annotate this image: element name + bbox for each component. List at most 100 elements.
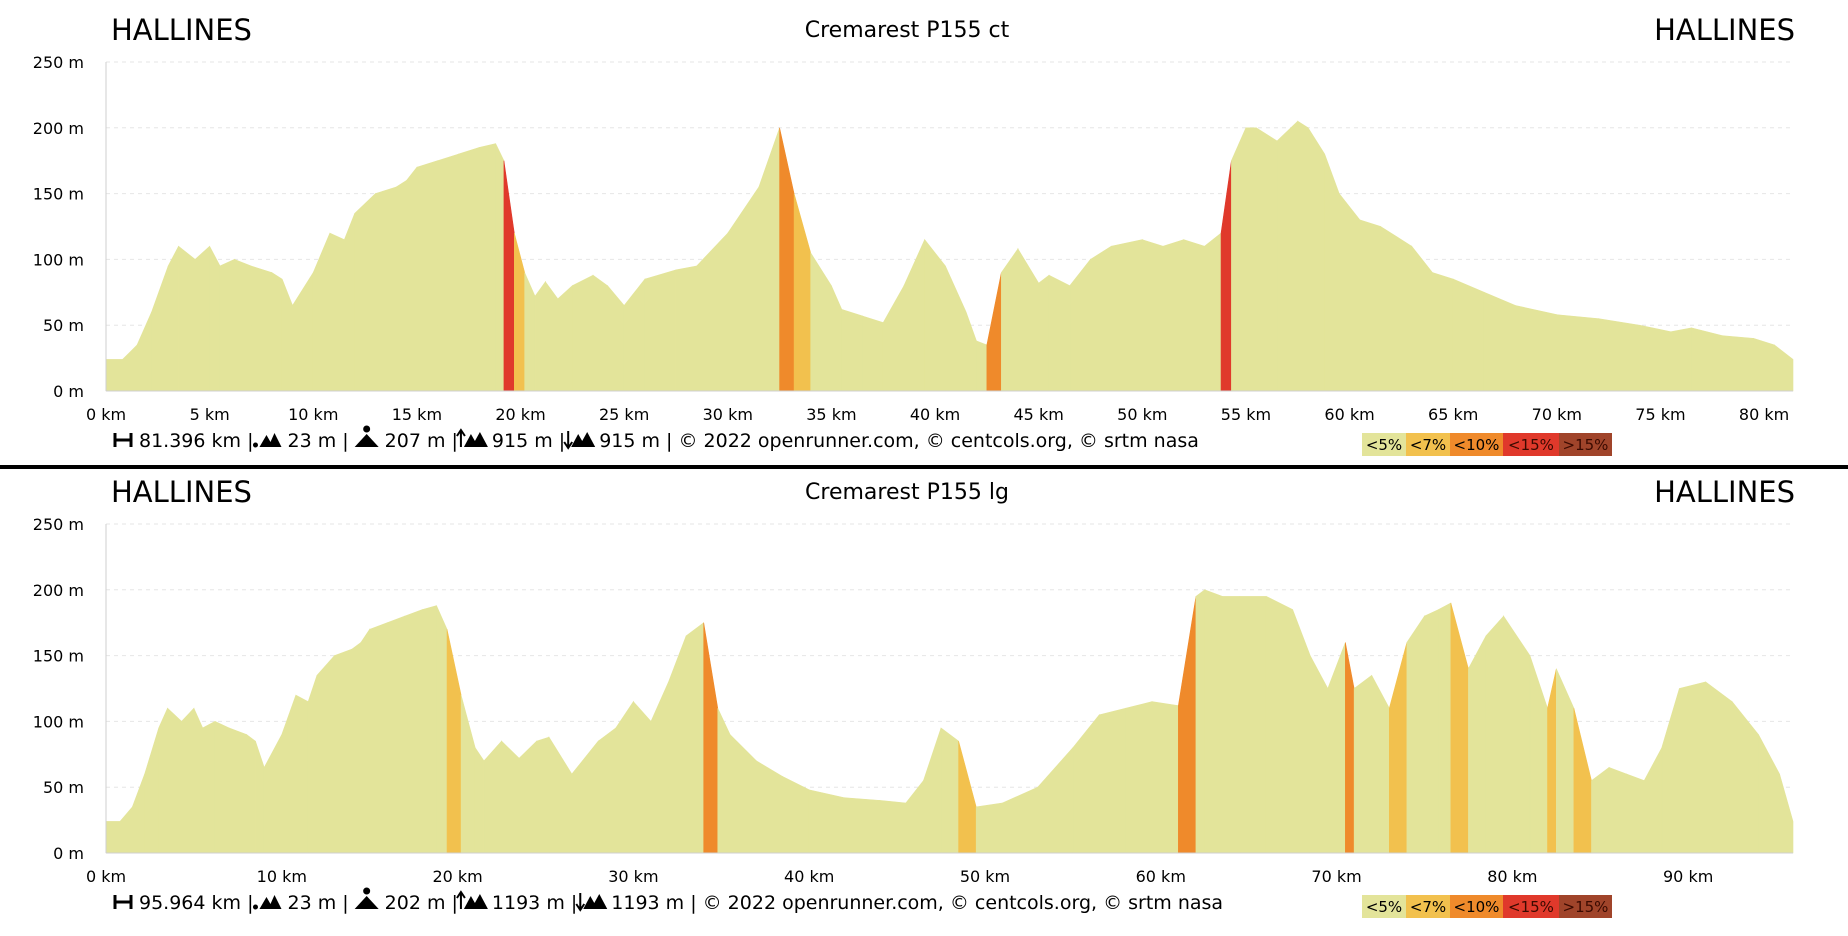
profile-segment (1389, 642, 1408, 854)
max-altitude-icon (354, 425, 379, 447)
legend-label: <7% (1410, 898, 1446, 916)
profile-segment (119, 806, 133, 854)
profile-segment (717, 708, 731, 854)
profile-segment (1017, 247, 1039, 392)
profile-segment (607, 284, 625, 392)
profile-segment (756, 760, 784, 854)
profile-segment (958, 741, 977, 854)
y-tick-label: 150 m (33, 185, 84, 204)
profile-segment (1485, 615, 1504, 854)
profile-segment (234, 258, 252, 392)
x-tick-label: 90 km (1663, 867, 1713, 886)
stat-descent-credits: 915 m | © 2022 openrunner.com, © centcol… (599, 430, 1199, 452)
ascent-icon (456, 428, 488, 447)
legend-swatch (1450, 433, 1503, 456)
profile-segment (167, 246, 179, 392)
profile-segment (437, 153, 459, 392)
profile-segment (615, 700, 634, 854)
profile-segment (1204, 232, 1222, 392)
profile-segment (281, 279, 293, 392)
profile-segment (281, 694, 297, 854)
min-dot (252, 904, 258, 910)
max-dot (363, 887, 371, 895)
profile-segment (831, 285, 843, 392)
profile-segment (571, 740, 599, 854)
profile-segment (1090, 245, 1112, 392)
profile-segment (729, 733, 757, 854)
profile-segment (1432, 272, 1454, 392)
profile-segment (1141, 239, 1164, 392)
profile-segment (536, 736, 550, 854)
x-tick-label: 50 km (960, 867, 1010, 886)
x-tick-label: 60 km (1136, 867, 1186, 886)
profile-segment (545, 280, 559, 392)
profile-segment (1452, 278, 1485, 392)
legend-swatch (1559, 895, 1612, 918)
legend-swatch (1503, 433, 1559, 456)
ascent-mountain (463, 432, 488, 447)
profile-segment (1220, 160, 1232, 392)
profile-segment (202, 720, 216, 854)
profile-segment (1151, 701, 1179, 854)
profile-segment (1515, 305, 1558, 392)
profile-segment (1324, 154, 1340, 392)
x-tick-label: 40 km (784, 867, 834, 886)
legend-label: >15% (1563, 436, 1609, 454)
profile-segment (758, 127, 780, 392)
max-mountain (354, 434, 379, 447)
profile-segment (483, 740, 502, 854)
profile-segment (518, 740, 537, 854)
y-tick-label: 200 m (33, 581, 84, 600)
x-tick-label: 30 km (608, 867, 658, 886)
max-mountain (354, 896, 379, 909)
y-tick-label: 50 m (43, 778, 84, 797)
descent-arrow (575, 893, 586, 912)
profile-segment (1424, 609, 1439, 854)
profile-segment (903, 239, 925, 392)
legend-swatch (1362, 433, 1406, 456)
profile-segment (965, 311, 977, 392)
profile-segment (1670, 327, 1692, 392)
x-tick-label: 65 km (1428, 405, 1478, 424)
profile-segment (1002, 786, 1039, 854)
profile-segment (1183, 239, 1205, 392)
stat-max-altitude: 207 m | (385, 430, 458, 452)
profile-segment (1779, 773, 1794, 854)
profile-segment (1639, 324, 1672, 392)
profile-segment (375, 186, 397, 392)
profile-segment (193, 708, 203, 854)
legend-label: <5% (1366, 898, 1402, 916)
ascent-icon (456, 890, 488, 909)
profile-segment (395, 179, 407, 392)
profile-segment (422, 605, 437, 854)
descent-mountain (583, 894, 608, 909)
ascent-arrow (456, 428, 466, 447)
legend-label: <5% (1366, 436, 1402, 454)
legend-swatch (1362, 895, 1406, 918)
profile-segment (1307, 126, 1325, 392)
profile-segment (1276, 120, 1299, 392)
profile-segment (105, 359, 123, 392)
profile-segment (136, 311, 152, 392)
profile-segment (534, 280, 546, 392)
profile-segment (1573, 708, 1592, 854)
x-tick-label: 55 km (1221, 405, 1271, 424)
profile-segment (334, 648, 353, 854)
profile-segment (668, 635, 687, 854)
profile-segment (1679, 681, 1707, 854)
profile-segment (696, 232, 729, 392)
y-tick-label: 0 m (53, 382, 84, 401)
profile-segment (808, 789, 845, 854)
profile-segment (446, 629, 462, 854)
profile-segment (685, 622, 705, 854)
profile-segment (307, 675, 318, 854)
stat-ascent: 915 m | (492, 430, 565, 452)
end-label: HALLINES (1654, 13, 1795, 47)
min-altitude-icon (252, 895, 282, 910)
profile-segment (810, 251, 832, 392)
stat-descent-credits: 1193 m | © 2022 openrunner.com, © centco… (611, 892, 1223, 914)
profile-segment (1774, 344, 1794, 392)
profile-segment (344, 213, 356, 392)
profile-segment (329, 232, 345, 392)
profile-segment (1255, 127, 1278, 392)
